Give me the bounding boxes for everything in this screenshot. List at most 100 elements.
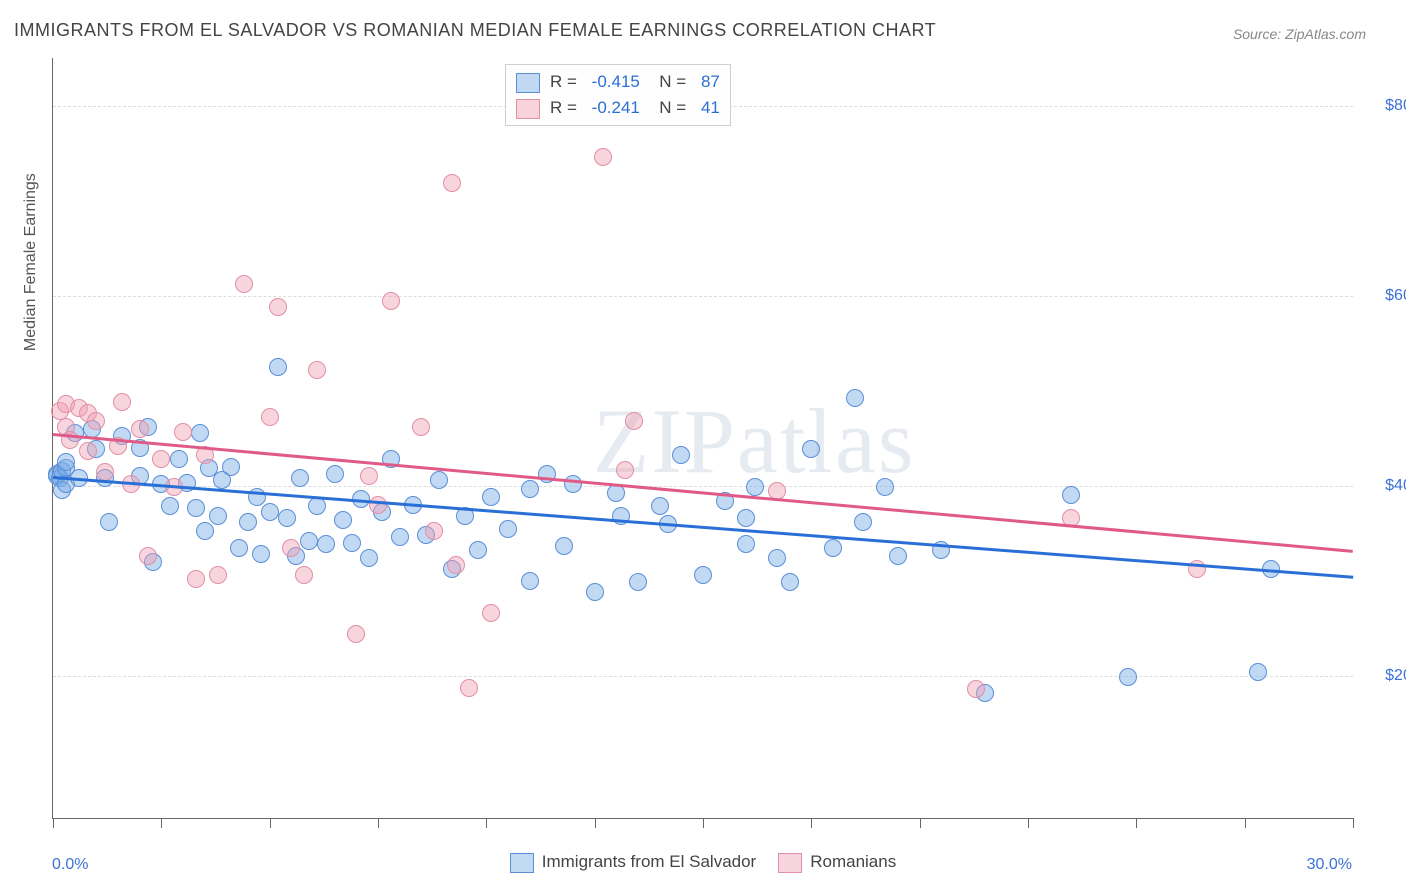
data-point-el_salvador [482, 488, 500, 506]
data-point-el_salvador [317, 535, 335, 553]
data-point-el_salvador [187, 499, 205, 517]
data-point-el_salvador [326, 465, 344, 483]
data-point-el_salvador [854, 513, 872, 531]
data-point-el_salvador [252, 545, 270, 563]
y-tick-label: $40,000 [1363, 477, 1406, 495]
legend-swatch [516, 99, 540, 119]
legend-N-label: N = [650, 98, 691, 118]
data-point-el_salvador [161, 497, 179, 515]
x-tick [595, 818, 596, 828]
legend-stats-row-el_salvador: R = -0.415 N = 87 [516, 69, 720, 95]
legend-R-value: -0.241 [592, 98, 640, 118]
data-point-romanians [347, 625, 365, 643]
data-point-romanians [425, 522, 443, 540]
data-point-romanians [625, 412, 643, 430]
data-point-el_salvador [802, 440, 820, 458]
data-point-el_salvador [1119, 668, 1137, 686]
legend-swatch [510, 853, 534, 873]
data-point-romanians [295, 566, 313, 584]
data-point-el_salvador [300, 532, 318, 550]
gridline-h [53, 296, 1353, 297]
legend-R-value: -0.415 [592, 72, 640, 92]
data-point-el_salvador [737, 509, 755, 527]
data-point-el_salvador [555, 537, 573, 555]
gridline-h [53, 676, 1353, 677]
data-point-romanians [360, 467, 378, 485]
data-point-el_salvador [768, 549, 786, 567]
data-point-romanians [261, 408, 279, 426]
data-point-el_salvador [196, 522, 214, 540]
data-point-romanians [139, 547, 157, 565]
data-point-el_salvador [269, 358, 287, 376]
legend-N-value: 41 [701, 98, 720, 118]
data-point-romanians [594, 148, 612, 166]
gridline-h [53, 486, 1353, 487]
data-point-el_salvador [564, 475, 582, 493]
data-point-el_salvador [57, 453, 75, 471]
legend-R-label: R = [550, 72, 582, 92]
data-point-romanians [967, 680, 985, 698]
data-point-romanians [79, 442, 97, 460]
y-tick-label: $60,000 [1363, 287, 1406, 305]
data-point-el_salvador [824, 539, 842, 557]
data-point-romanians [447, 556, 465, 574]
chart-title: IMMIGRANTS FROM EL SALVADOR VS ROMANIAN … [14, 20, 936, 41]
data-point-el_salvador [521, 572, 539, 590]
data-point-el_salvador [209, 507, 227, 525]
data-point-romanians [382, 292, 400, 310]
legend-swatch [778, 853, 802, 873]
legend-stats: R = -0.415 N = 87R = -0.241 N = 41 [505, 64, 731, 126]
data-point-el_salvador [651, 497, 669, 515]
data-point-el_salvador [469, 541, 487, 559]
data-point-romanians [443, 174, 461, 192]
legend-stats-row-romanians: R = -0.241 N = 41 [516, 95, 720, 121]
data-point-romanians [87, 412, 105, 430]
data-point-romanians [482, 604, 500, 622]
data-point-el_salvador [278, 509, 296, 527]
data-point-el_salvador [846, 389, 864, 407]
data-point-el_salvador [737, 535, 755, 553]
data-point-romanians [282, 539, 300, 557]
data-point-el_salvador [261, 503, 279, 521]
legend-item-el_salvador: Immigrants from El Salvador [510, 852, 756, 872]
data-point-el_salvador [781, 573, 799, 591]
data-point-el_salvador [391, 528, 409, 546]
data-point-el_salvador [746, 478, 764, 496]
data-point-romanians [369, 496, 387, 514]
data-point-el_salvador [343, 534, 361, 552]
data-point-el_salvador [499, 520, 517, 538]
y-tick-label: $80,000 [1363, 97, 1406, 115]
data-point-el_salvador [191, 424, 209, 442]
data-point-romanians [616, 461, 634, 479]
data-point-el_salvador [170, 450, 188, 468]
data-point-el_salvador [1062, 486, 1080, 504]
x-tick [486, 818, 487, 828]
legend-bottom: Immigrants from El Salvador Romanians [0, 852, 1406, 872]
legend-label: Immigrants from El Salvador [542, 852, 756, 872]
x-tick [1136, 818, 1137, 828]
x-tick [270, 818, 271, 828]
x-tick [811, 818, 812, 828]
data-point-romanians [152, 450, 170, 468]
data-point-romanians [269, 298, 287, 316]
data-point-el_salvador [1249, 663, 1267, 681]
x-tick [703, 818, 704, 828]
data-point-el_salvador [239, 513, 257, 531]
legend-label: Romanians [810, 852, 896, 872]
data-point-romanians [96, 463, 114, 481]
data-point-el_salvador [360, 549, 378, 567]
legend-N-label: N = [650, 72, 691, 92]
plot-area: ZIPatlas $20,000$40,000$60,000$80,000R =… [52, 58, 1353, 819]
legend-R-label: R = [550, 98, 582, 118]
legend-N-value: 87 [701, 72, 720, 92]
data-point-el_salvador [334, 511, 352, 529]
x-tick [1028, 818, 1029, 828]
x-tick [1353, 818, 1354, 828]
x-tick [161, 818, 162, 828]
x-tick [53, 818, 54, 828]
chart-container: IMMIGRANTS FROM EL SALVADOR VS ROMANIAN … [0, 0, 1406, 892]
data-point-romanians [308, 361, 326, 379]
data-point-el_salvador [889, 547, 907, 565]
data-point-romanians [412, 418, 430, 436]
x-tick [378, 818, 379, 828]
